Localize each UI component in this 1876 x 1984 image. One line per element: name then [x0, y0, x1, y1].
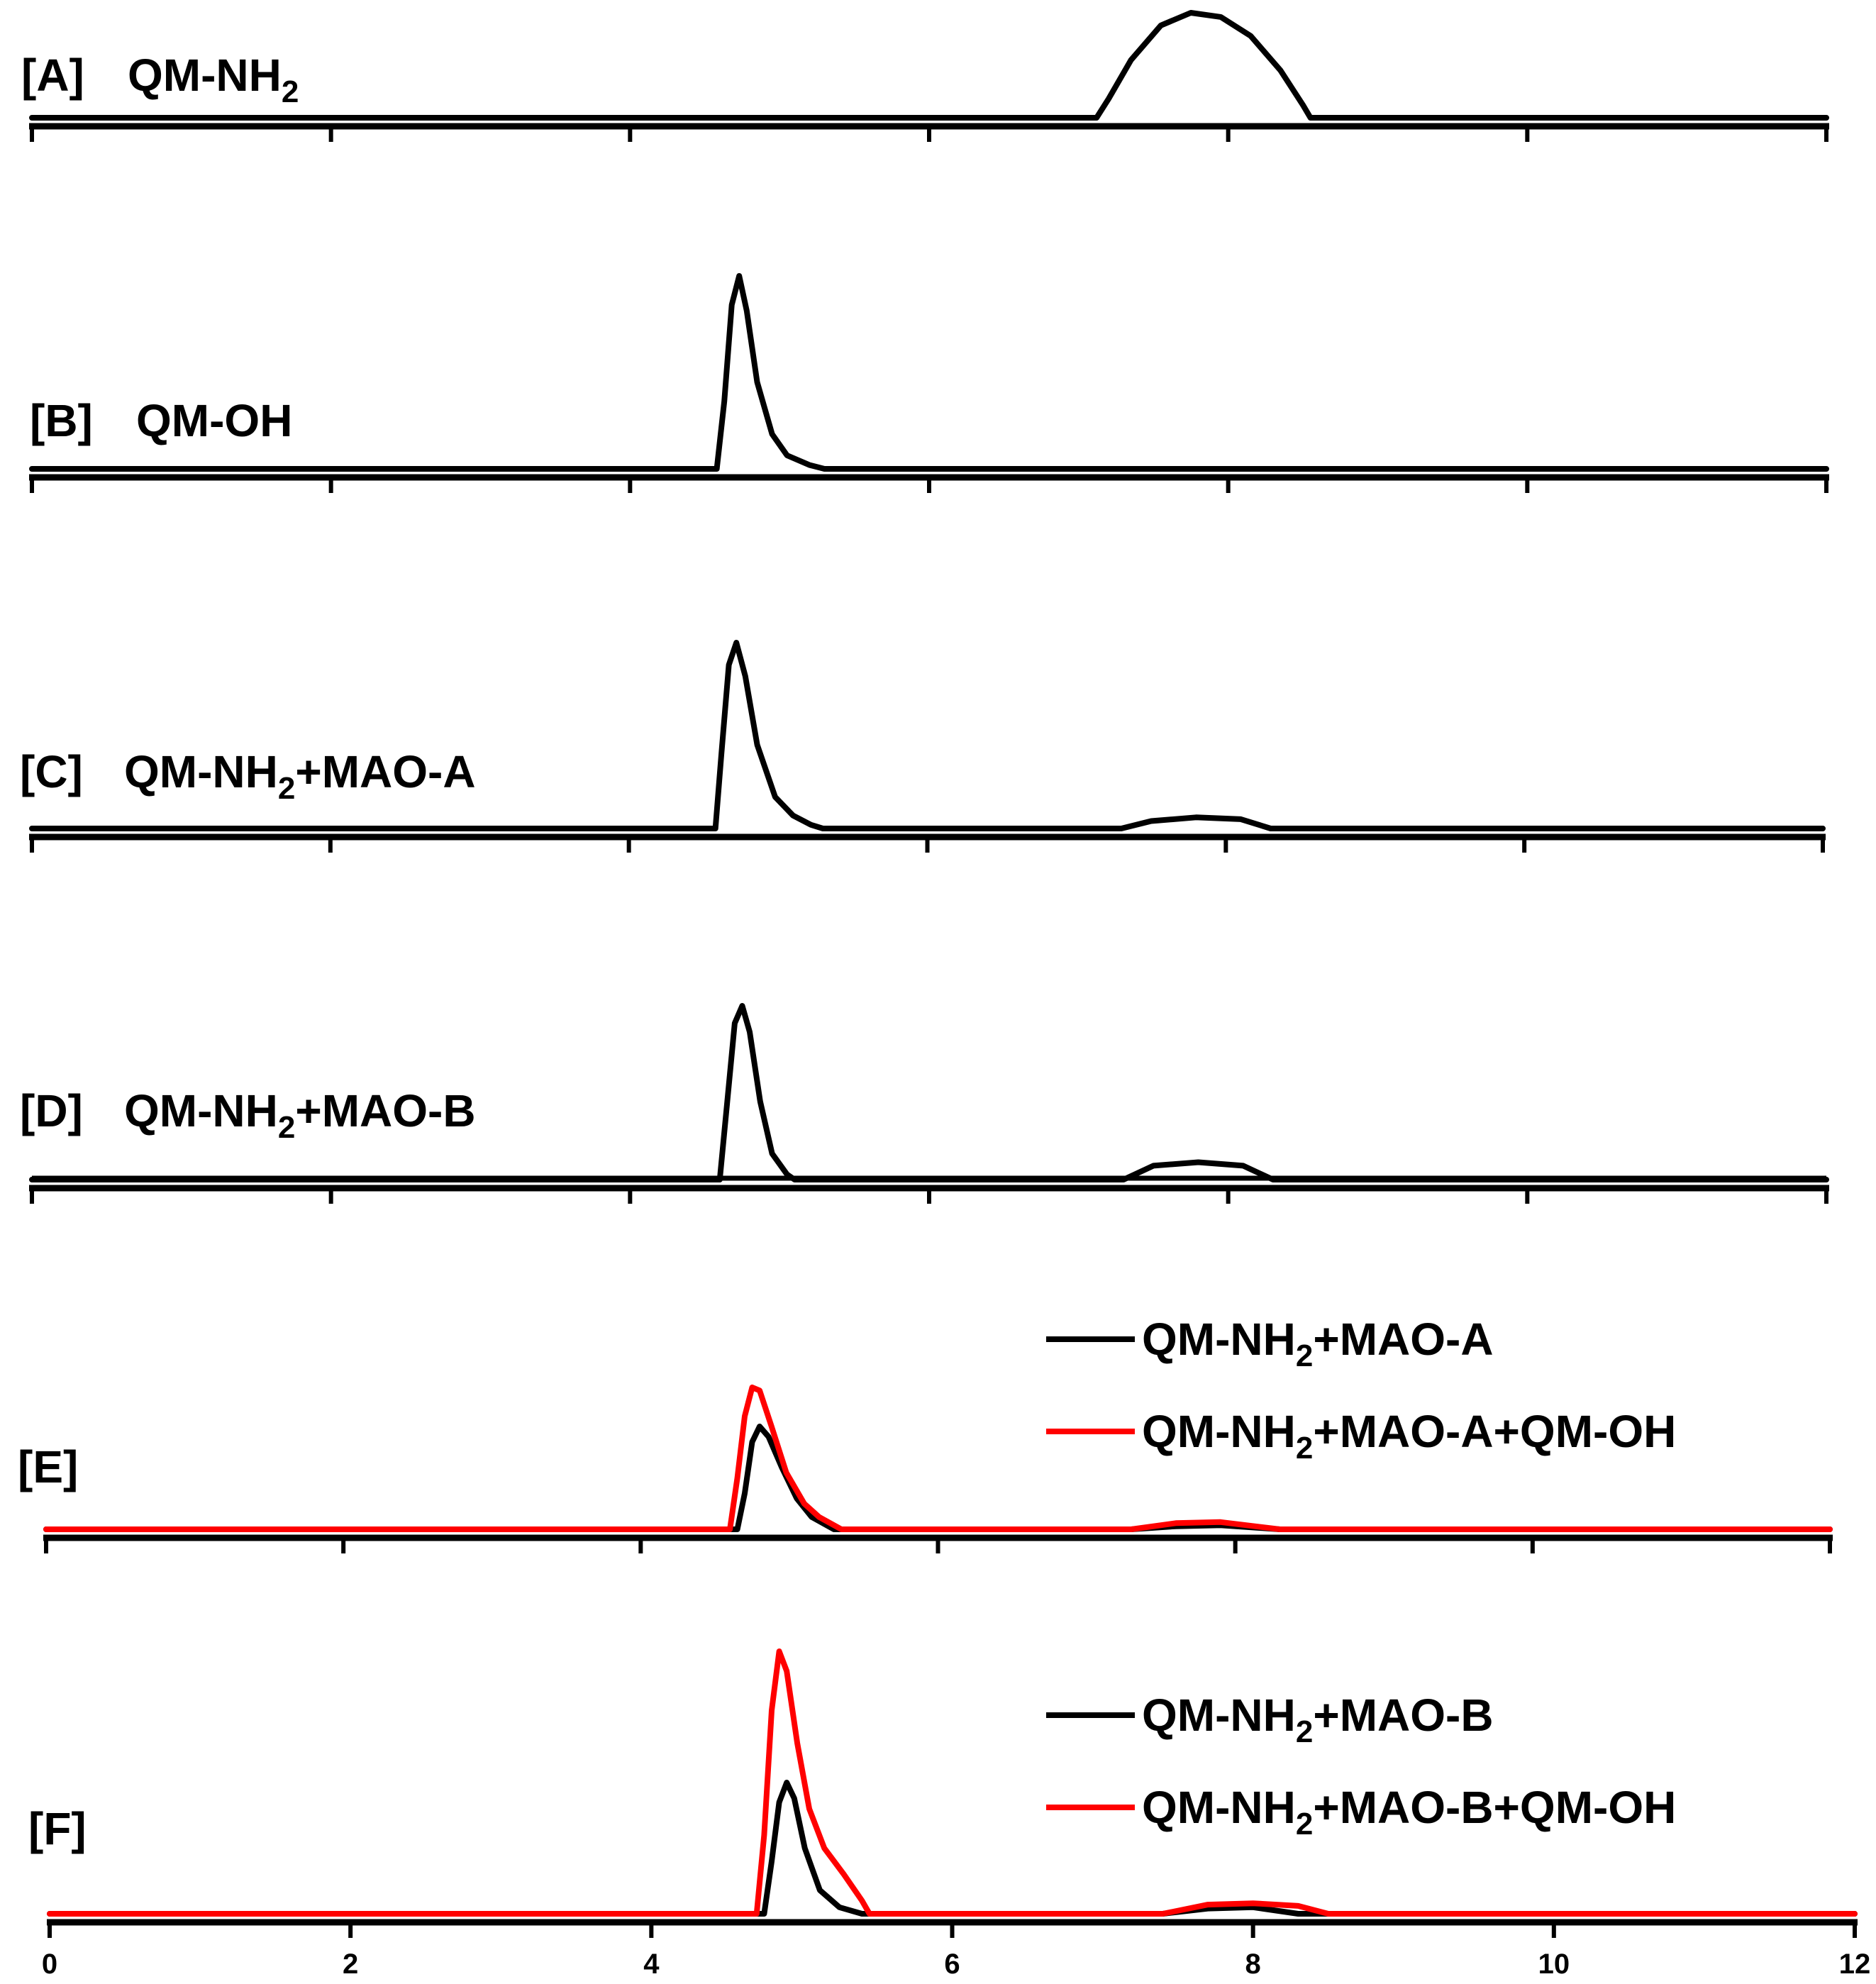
legend-entry: QM-NH2+MAO-A+QM-OH — [1142, 1406, 1676, 1465]
panel-C: [C] QM-NH2+MAO-A — [20, 640, 1826, 853]
panel-tag: [C] — [20, 746, 83, 797]
x-tick-label: 8 — [1245, 1949, 1261, 1980]
panel-D: [D] QM-NH2+MAO-B — [20, 1003, 1829, 1204]
series-line-c-1 — [29, 640, 1826, 831]
x-tick-label: 0 — [42, 1949, 57, 1980]
legend-entry: QM-NH2+MAO-A — [1142, 1314, 1494, 1373]
series-line-b-1 — [29, 273, 1829, 472]
panel-F: 0 2 4 6 8 10 12 [F] QM-NH2+MAO-B QM-NH2+MAO-B+QM-… — [28, 1648, 1871, 1980]
legend-entry: QM-NH2+MAO-B+QM-OH — [1142, 1782, 1676, 1841]
panel-E: [E] QM-NH2+MAO-A QM-NH2+MAO-A+QM-OH — [18, 1314, 1833, 1553]
series-line-e-1 — [43, 1424, 1833, 1532]
panel-label: QM-NH2+MAO-A — [124, 746, 476, 806]
legend-entry: QM-NH2+MAO-B — [1142, 1690, 1494, 1749]
x-tick-label: 12 — [1839, 1949, 1871, 1980]
x-tick-label: 4 — [643, 1949, 660, 1980]
series-line-e-2 — [43, 1384, 1833, 1532]
series-line-a-1 — [29, 10, 1829, 121]
panel-tag: [E] — [18, 1441, 78, 1492]
panel-tag: [D] — [20, 1085, 83, 1136]
x-tick-label: 6 — [944, 1949, 960, 1980]
x-tick-label: 10 — [1538, 1949, 1570, 1980]
x-tick-label: 2 — [343, 1949, 358, 1980]
panel-B: [B] QM-OH — [29, 273, 1829, 493]
panel-label: QM-NH2 — [128, 50, 299, 109]
panel-tag: [B] — [30, 395, 93, 446]
panel-label: QM-OH — [136, 395, 292, 446]
panel-tag: [A] — [21, 50, 84, 101]
series-line-d-1 — [29, 1003, 1829, 1182]
panel-tag: [F] — [28, 1803, 87, 1854]
series-line-f-2 — [47, 1648, 1858, 1917]
series-line-f-1 — [47, 1780, 1858, 1917]
panel-label: QM-NH2+MAO-B — [124, 1085, 476, 1145]
panel-A: [A] QM-NH2 — [21, 10, 1829, 142]
